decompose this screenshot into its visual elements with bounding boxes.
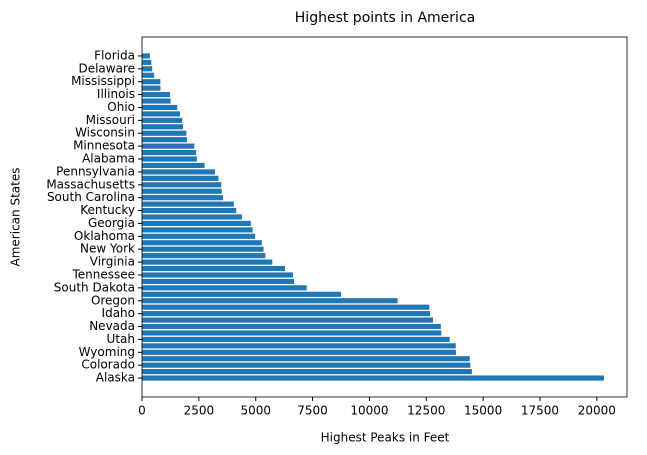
- y-tick-label: Utah: [107, 332, 135, 346]
- bar: [142, 375, 604, 381]
- bar: [142, 104, 178, 111]
- bar: [142, 201, 234, 207]
- bar: [142, 137, 188, 143]
- y-tick-label: Colorado: [81, 358, 135, 372]
- y-tick-label: Idaho: [102, 306, 135, 320]
- bar: [142, 98, 171, 104]
- y-tick-label: Oregon: [91, 293, 135, 307]
- bar: [142, 323, 441, 330]
- y-tick-label: Ohio: [107, 100, 135, 114]
- y-tick-label: Minnesota: [73, 139, 135, 153]
- bar: [142, 298, 398, 304]
- bar: [142, 149, 197, 156]
- bar: [142, 111, 180, 117]
- bar: [142, 356, 470, 362]
- bar: [142, 53, 150, 59]
- y-tick-label: Alaska: [96, 371, 135, 385]
- bar: [142, 207, 237, 214]
- bar: [142, 143, 195, 149]
- y-tick-label: South Dakota: [54, 280, 135, 294]
- bar: [142, 349, 456, 355]
- y-tick-label: Pennsylvania: [56, 164, 135, 178]
- bar: [142, 233, 256, 239]
- bar: [142, 117, 183, 123]
- bar: [142, 162, 205, 169]
- bar: [142, 169, 216, 175]
- y-tick-label: Alabama: [82, 152, 135, 166]
- bar: [142, 253, 266, 259]
- x-tick-label: 7500: [297, 404, 328, 418]
- y-tick-label: Georgia: [88, 216, 135, 230]
- y-tick-label: Wisconsin: [75, 126, 135, 140]
- chart-title: Highest points in America: [295, 10, 475, 26]
- bar: [142, 130, 187, 136]
- bar: [142, 85, 161, 91]
- x-tick-label: 15000: [464, 404, 502, 418]
- y-tick-label: Kentucky: [80, 203, 135, 217]
- bar: [142, 362, 471, 368]
- bar: [142, 304, 430, 310]
- bar: [142, 240, 262, 246]
- bar: [142, 369, 472, 375]
- bar: [142, 272, 294, 278]
- bar: [142, 343, 456, 349]
- y-tick-label: Illinois: [97, 87, 135, 101]
- bar: [142, 188, 222, 194]
- x-tick-label: 2500: [184, 404, 215, 418]
- y-axis-label: American States: [9, 168, 23, 267]
- bar: [142, 291, 341, 297]
- bar: [142, 336, 450, 342]
- y-tick-label: Tennessee: [71, 267, 135, 281]
- bar: [142, 124, 184, 130]
- bar: [142, 79, 161, 85]
- y-tick-label: Missouri: [86, 113, 135, 127]
- bar: [142, 175, 219, 181]
- bar: [142, 317, 434, 323]
- bar: [142, 182, 222, 188]
- bar: [142, 195, 223, 201]
- bar: [142, 66, 153, 72]
- y-tick-label: Delaware: [78, 61, 135, 75]
- bar: [142, 265, 286, 272]
- y-tick-label: Massachusetts: [46, 177, 135, 191]
- y-tick-label: Nevada: [89, 319, 135, 333]
- bar: [142, 92, 171, 98]
- bar: [142, 59, 152, 65]
- y-tick-label: Mississippi: [71, 74, 135, 88]
- plot-frame: [141, 36, 628, 398]
- bar: [142, 330, 442, 336]
- bar: [142, 311, 430, 317]
- y-tick-label: Wyoming: [79, 345, 135, 359]
- y-tick-label: Florida: [94, 48, 135, 62]
- x-tick-label: 10000: [350, 404, 388, 418]
- bar: [142, 278, 295, 285]
- bar: [142, 156, 197, 162]
- x-tick-label: 20000: [578, 404, 616, 418]
- bar: [142, 246, 264, 252]
- y-tick-label: New York: [80, 242, 135, 256]
- bar: [142, 285, 307, 291]
- y-tick-label: Oklahoma: [74, 229, 135, 243]
- x-tick-label: 12500: [407, 404, 445, 418]
- x-axis-label: Highest Peaks in Feet: [321, 431, 450, 445]
- x-tick-label: 5000: [240, 404, 271, 418]
- x-tick-label: 17500: [521, 404, 559, 418]
- bar: [142, 259, 273, 265]
- x-tick-label: 0: [138, 404, 146, 418]
- bar: [142, 214, 242, 220]
- bar: [142, 72, 155, 78]
- bar: [142, 220, 251, 227]
- y-tick-label: South Carolina: [47, 190, 135, 204]
- bar: [142, 227, 253, 233]
- y-tick-label: Virginia: [90, 255, 135, 269]
